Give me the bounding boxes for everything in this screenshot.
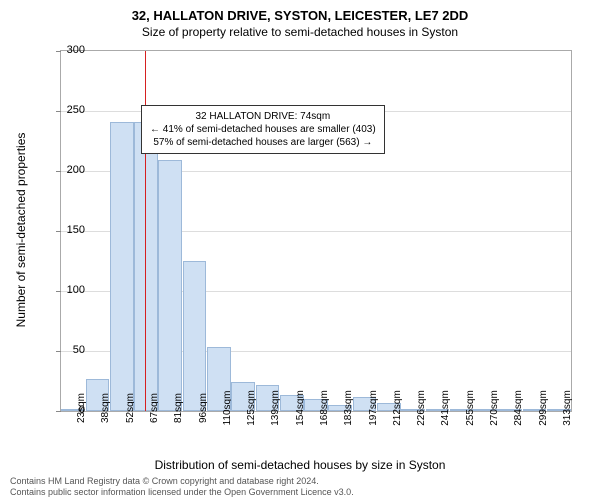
- info-line-3: 57% of semi-detached houses are larger (…: [150, 136, 376, 149]
- footer: Contains HM Land Registry data © Crown c…: [10, 476, 590, 498]
- info-line-2: ← 41% of semi-detached houses are smalle…: [150, 123, 376, 136]
- ytick-label: 250: [55, 104, 85, 116]
- info-line-1: 32 HALLATON DRIVE: 74sqm: [150, 110, 376, 123]
- ytick-label: 300: [55, 44, 85, 56]
- xtick-label: 270sqm: [489, 390, 500, 426]
- xtick-label: 255sqm: [465, 390, 476, 426]
- x-axis-label: Distribution of semi-detached houses by …: [0, 458, 600, 472]
- info-box: 32 HALLATON DRIVE: 74sqm ← 41% of semi-d…: [141, 105, 385, 154]
- ytick-label: 200: [55, 164, 85, 176]
- xtick-label: 313sqm: [562, 390, 573, 426]
- xtick-label: 284sqm: [513, 390, 524, 426]
- chart-container: 32, HALLATON DRIVE, SYSTON, LEICESTER, L…: [0, 0, 600, 500]
- histogram-bar: [183, 261, 207, 411]
- footer-line-1: Contains HM Land Registry data © Crown c…: [10, 476, 590, 487]
- histogram-bar: [134, 122, 158, 411]
- ytick-label: 100: [55, 284, 85, 296]
- ytick-label: 0: [55, 404, 85, 416]
- chart-title-sub: Size of property relative to semi-detach…: [0, 23, 600, 39]
- footer-line-2: Contains public sector information licen…: [10, 487, 590, 498]
- histogram-bar: [158, 160, 182, 411]
- ytick-label: 150: [55, 224, 85, 236]
- plot-area: 23sqm38sqm52sqm67sqm81sqm96sqm110sqm125s…: [60, 50, 572, 412]
- chart-title-main: 32, HALLATON DRIVE, SYSTON, LEICESTER, L…: [0, 0, 600, 23]
- histogram-bar: [110, 122, 134, 411]
- ytick-label: 50: [55, 344, 85, 356]
